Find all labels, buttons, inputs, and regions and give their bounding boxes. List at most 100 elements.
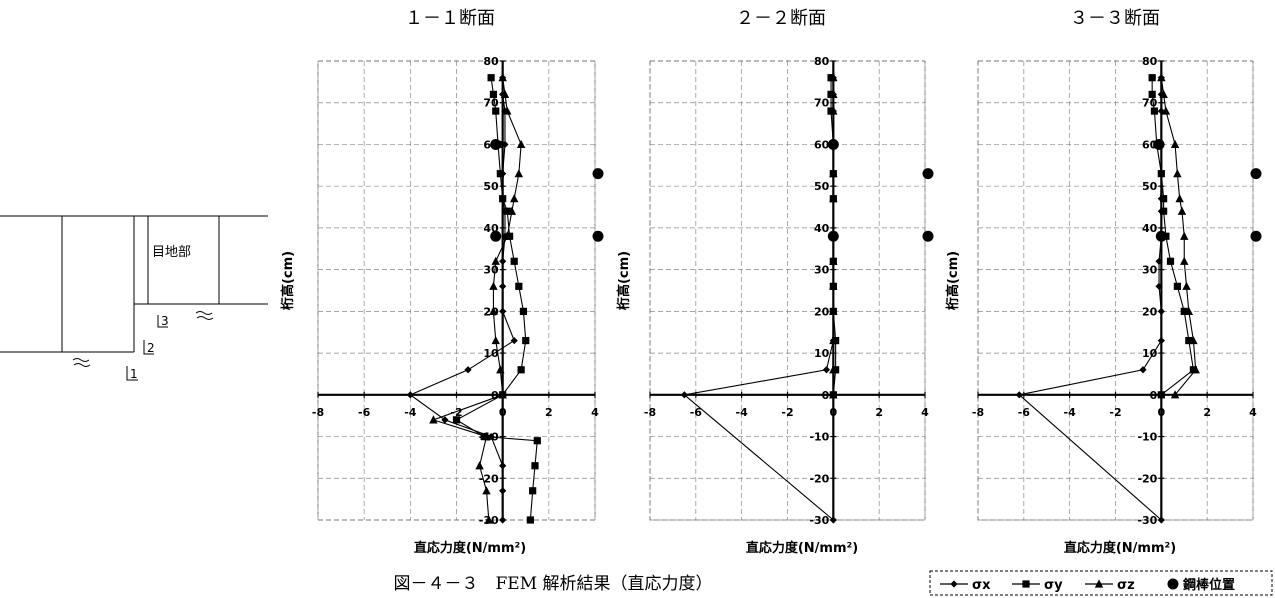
y-tick-label: -20 xyxy=(809,472,829,485)
data-point-triangle xyxy=(482,431,491,441)
series-line xyxy=(1160,77,1197,396)
figure-caption: 図－４－３ FEM 解析結果（直応力度） xyxy=(393,574,712,594)
legend-item: σy xyxy=(1012,578,1063,593)
x-tick-label: -6 xyxy=(690,406,703,419)
y-tick-label: 0 xyxy=(1150,389,1158,402)
data-point-square xyxy=(496,170,504,178)
data-point-triangle xyxy=(829,306,838,315)
data-point-triangle xyxy=(491,256,500,265)
data-point-triangle xyxy=(1191,365,1200,374)
y-tick-label: 10 xyxy=(1142,347,1158,360)
data-point-square xyxy=(489,90,498,98)
section-mark-3: 3 xyxy=(161,314,169,328)
data-point-diamond xyxy=(680,391,688,399)
y-tick-label: 70 xyxy=(814,97,830,110)
plot-frame xyxy=(317,60,596,521)
data-point-diamond xyxy=(1155,257,1163,265)
data-point-square xyxy=(1148,74,1156,82)
data-point-triangle xyxy=(484,515,494,524)
y-tick-label: 50 xyxy=(1142,180,1158,193)
data-point-circle xyxy=(1153,138,1165,150)
joint-label: 目地部 xyxy=(152,245,191,260)
data-point-square xyxy=(515,282,523,290)
data-point-triangle xyxy=(429,415,438,424)
rebar-position-marker xyxy=(922,230,934,242)
data-point-diamond xyxy=(829,516,837,524)
data-point-triangle xyxy=(829,106,838,115)
series-circle xyxy=(1153,138,1167,242)
data-point-triangle xyxy=(514,169,524,178)
data-point-square xyxy=(1157,391,1165,399)
rebar-position-marker xyxy=(1250,168,1262,180)
y-tick-label: -10 xyxy=(809,431,829,444)
rebar-position-marker xyxy=(922,168,934,180)
data-point-square xyxy=(1160,207,1168,215)
data-point-square xyxy=(533,437,541,445)
data-point-triangle xyxy=(507,206,517,215)
data-point-triangle xyxy=(482,486,491,495)
data-point-triangle xyxy=(1177,206,1187,215)
data-point-triangle xyxy=(1170,139,1180,149)
data-point-triangle xyxy=(498,73,507,82)
legend-label: 鋼棒位置 xyxy=(1182,577,1235,593)
data-point-diamond xyxy=(822,366,831,374)
y-tick-label: 0 xyxy=(822,389,830,402)
x-tick-label: 2 xyxy=(1203,406,1211,419)
legend-marker-square xyxy=(1022,580,1030,588)
chart-panel-1: １－１断面80706050403020100-10-20-30-8-6-4-20… xyxy=(280,8,604,556)
data-point-triangle xyxy=(1182,281,1191,290)
data-point-triangle xyxy=(503,106,512,115)
data-point-square xyxy=(487,74,495,82)
data-point-triangle xyxy=(1157,73,1166,82)
x-tick-label: -4 xyxy=(404,406,417,419)
chart-title: ２－２断面 xyxy=(736,8,826,29)
x-tick-label: -2 xyxy=(450,406,462,419)
y-tick-label: 40 xyxy=(814,222,830,235)
x-tick-label: -4 xyxy=(736,406,749,419)
data-point-triangle xyxy=(829,335,838,345)
data-point-triangle xyxy=(829,390,838,399)
data-point-square xyxy=(1160,195,1168,203)
data-point-triangle xyxy=(1180,231,1189,240)
data-point-diamond xyxy=(499,462,507,470)
y-tick-label: -30 xyxy=(1137,514,1157,527)
y-tick-label: 40 xyxy=(1142,222,1158,235)
data-point-square xyxy=(517,366,525,374)
y-tick-label: 30 xyxy=(483,264,499,277)
rebar-position-marker xyxy=(592,168,604,180)
legend-item: 鋼棒位置 xyxy=(1167,577,1235,593)
data-point-triangle xyxy=(829,89,838,98)
y-tick-label: 80 xyxy=(483,55,499,68)
legend-label: σz xyxy=(1117,578,1135,593)
y-tick-label: 10 xyxy=(814,347,830,360)
legend-item: σz xyxy=(1085,578,1135,593)
chart-title: １－１断面 xyxy=(405,8,495,29)
data-point-diamond xyxy=(1155,282,1163,290)
legend-frame xyxy=(929,570,1273,596)
x-tick-label: 2 xyxy=(875,406,883,419)
data-point-diamond xyxy=(1157,307,1165,315)
data-point-diamond xyxy=(499,282,507,290)
data-point-square xyxy=(529,487,537,495)
break-mark-lower xyxy=(72,358,90,362)
legend-marker-circle xyxy=(1167,578,1179,590)
x-tick-label: 2 xyxy=(545,406,553,419)
data-point-triangle xyxy=(829,281,838,290)
series-line xyxy=(1151,77,1195,396)
y-tick-label: 20 xyxy=(1142,305,1158,318)
data-point-triangle xyxy=(829,194,838,203)
x-tick-label: 4 xyxy=(1249,406,1257,419)
x-tick-label: 4 xyxy=(921,406,929,419)
y-axis-label: 桁高(cm) xyxy=(945,251,961,310)
data-point-triangle xyxy=(503,231,512,240)
data-point-square xyxy=(1173,282,1181,290)
data-point-triangle xyxy=(1180,256,1189,265)
data-point-circle xyxy=(490,230,502,242)
data-point-diamond xyxy=(1139,366,1147,374)
data-point-triangle xyxy=(498,390,507,399)
legend: σx σy σz 鋼棒位置 xyxy=(929,570,1273,596)
x-tick-label: -8 xyxy=(312,406,324,419)
data-point-diamond xyxy=(1015,391,1023,399)
